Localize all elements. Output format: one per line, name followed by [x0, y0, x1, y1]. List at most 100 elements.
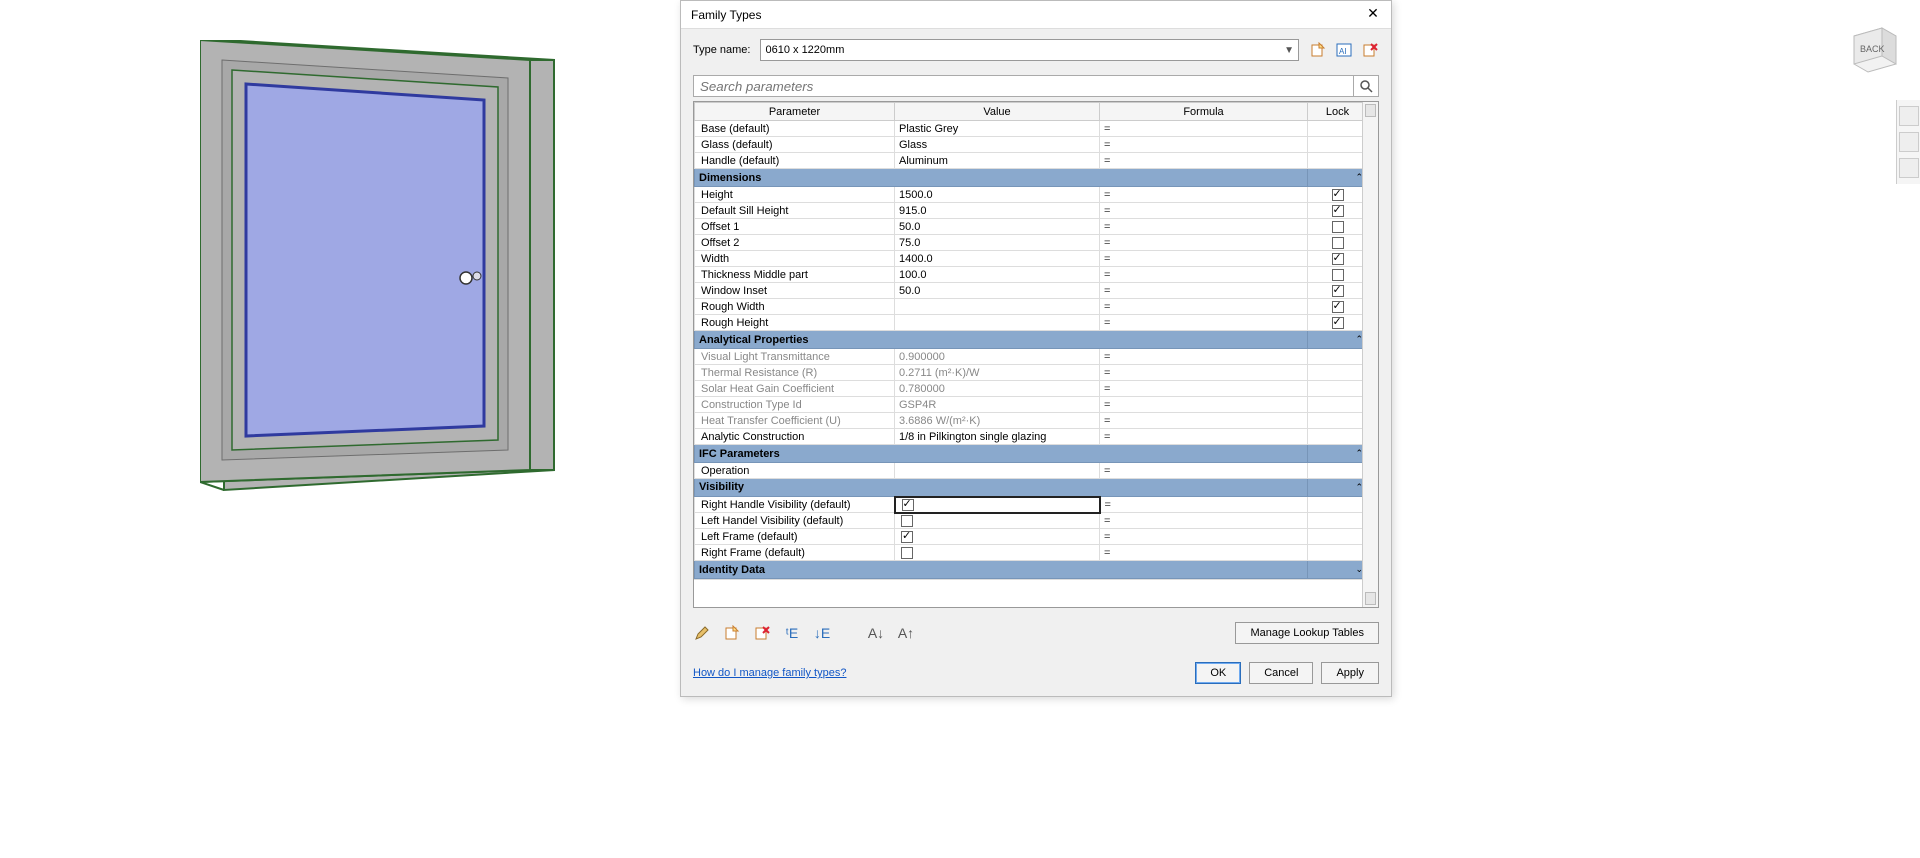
- param-formula-cell[interactable]: =: [1100, 365, 1308, 381]
- param-value-cell[interactable]: GSP4R: [895, 397, 1100, 413]
- table-row[interactable]: Visual Light Transmittance0.900000=: [695, 349, 1363, 365]
- table-row[interactable]: Heat Transfer Coefficient (U)3.6886 W/(m…: [695, 413, 1363, 429]
- delete-type-icon[interactable]: [1361, 41, 1379, 59]
- cancel-button[interactable]: Cancel: [1249, 662, 1313, 684]
- group-collapse-icon[interactable]: ⌃: [1308, 445, 1363, 463]
- table-row[interactable]: Rough Width=: [695, 299, 1363, 315]
- table-row[interactable]: Default Sill Height915.0=: [695, 203, 1363, 219]
- param-value-cell[interactable]: 50.0: [895, 283, 1100, 299]
- param-name-cell[interactable]: Visual Light Transmittance: [695, 349, 895, 365]
- group-collapse-icon[interactable]: ⌄: [1308, 561, 1363, 579]
- table-row[interactable]: Handle (default)Aluminum=: [695, 153, 1363, 169]
- param-value-cell[interactable]: [895, 463, 1100, 479]
- group-collapse-icon[interactable]: ⌃: [1308, 169, 1363, 187]
- param-value-cell[interactable]: 1/8 in Pilkington single glazing: [895, 429, 1100, 445]
- param-lock-cell[interactable]: [1308, 545, 1363, 561]
- group-header[interactable]: IFC Parameters⌃: [695, 445, 1363, 463]
- param-value-cell[interactable]: Glass: [895, 137, 1100, 153]
- lock-checkbox[interactable]: [1332, 253, 1344, 265]
- param-lock-cell[interactable]: [1308, 137, 1363, 153]
- lock-checkbox[interactable]: [1332, 317, 1344, 329]
- table-row[interactable]: Width1400.0=: [695, 251, 1363, 267]
- lock-checkbox[interactable]: [1332, 237, 1344, 249]
- lock-checkbox[interactable]: [1332, 301, 1344, 313]
- param-value-cell[interactable]: [895, 315, 1100, 331]
- new-param-icon[interactable]: [723, 624, 741, 642]
- param-formula-cell[interactable]: =: [1100, 283, 1308, 299]
- param-lock-cell[interactable]: [1308, 463, 1363, 479]
- table-row[interactable]: Solar Heat Gain Coefficient0.780000=: [695, 381, 1363, 397]
- col-lock[interactable]: Lock: [1308, 103, 1363, 121]
- param-lock-cell[interactable]: [1308, 251, 1363, 267]
- param-value-cell[interactable]: [895, 513, 1100, 529]
- param-name-cell[interactable]: Base (default): [695, 121, 895, 137]
- sort-asc-icon[interactable]: A↓: [867, 624, 885, 642]
- param-name-cell[interactable]: Default Sill Height: [695, 203, 895, 219]
- param-formula-cell[interactable]: =: [1100, 513, 1308, 529]
- group-collapse-icon[interactable]: ⌃: [1308, 479, 1363, 497]
- table-row[interactable]: Construction Type IdGSP4R=: [695, 397, 1363, 413]
- search-input[interactable]: [693, 75, 1353, 97]
- param-lock-cell[interactable]: [1308, 513, 1363, 529]
- param-name-cell[interactable]: Offset 1: [695, 219, 895, 235]
- param-lock-cell[interactable]: [1308, 153, 1363, 169]
- param-name-cell[interactable]: Analytic Construction: [695, 429, 895, 445]
- param-formula-cell[interactable]: =: [1100, 187, 1308, 203]
- param-value-cell[interactable]: 100.0: [895, 267, 1100, 283]
- checkbox[interactable]: [901, 531, 913, 543]
- viewcube[interactable]: BACK: [1846, 22, 1900, 76]
- group-header[interactable]: Visibility⌃: [695, 479, 1363, 497]
- param-name-cell[interactable]: Handle (default): [695, 153, 895, 169]
- param-formula-cell[interactable]: =: [1100, 203, 1308, 219]
- table-row[interactable]: Glass (default)Glass=: [695, 137, 1363, 153]
- move-up-icon[interactable]: ᵗE: [783, 624, 801, 642]
- param-value-cell[interactable]: 1500.0: [895, 187, 1100, 203]
- lock-checkbox[interactable]: [1332, 189, 1344, 201]
- param-lock-cell[interactable]: [1308, 349, 1363, 365]
- param-name-cell[interactable]: Rough Height: [695, 315, 895, 331]
- param-value-cell[interactable]: 3.6886 W/(m²·K): [895, 413, 1100, 429]
- param-name-cell[interactable]: Glass (default): [695, 137, 895, 153]
- table-row[interactable]: Offset 275.0=: [695, 235, 1363, 251]
- move-down-icon[interactable]: ↓E: [813, 624, 831, 642]
- checkbox[interactable]: [901, 515, 913, 527]
- param-name-cell[interactable]: Operation: [695, 463, 895, 479]
- param-formula-cell[interactable]: =: [1100, 299, 1308, 315]
- param-lock-cell[interactable]: [1308, 299, 1363, 315]
- param-formula-cell[interactable]: =: [1100, 381, 1308, 397]
- param-lock-cell[interactable]: [1308, 315, 1363, 331]
- param-formula-cell[interactable]: =: [1100, 463, 1308, 479]
- param-formula-cell[interactable]: =: [1100, 529, 1308, 545]
- col-parameter[interactable]: Parameter: [695, 103, 895, 121]
- param-value-cell[interactable]: [895, 299, 1100, 315]
- lock-checkbox[interactable]: [1332, 205, 1344, 217]
- type-name-select[interactable]: 0610 x 1220mm ▼: [760, 39, 1299, 61]
- param-formula-cell[interactable]: =: [1100, 267, 1308, 283]
- grid-scrollbar[interactable]: [1362, 102, 1378, 607]
- right-tool-3[interactable]: [1899, 158, 1919, 178]
- rename-type-icon[interactable]: AI: [1335, 41, 1353, 59]
- param-formula-cell[interactable]: =: [1100, 397, 1308, 413]
- param-lock-cell[interactable]: [1308, 397, 1363, 413]
- table-row[interactable]: Analytic Construction1/8 in Pilkington s…: [695, 429, 1363, 445]
- param-value-cell[interactable]: 0.780000: [895, 381, 1100, 397]
- table-row[interactable]: Height1500.0=: [695, 187, 1363, 203]
- param-formula-cell[interactable]: =: [1100, 153, 1308, 169]
- ok-button[interactable]: OK: [1195, 662, 1241, 684]
- param-name-cell[interactable]: Left Handel Visibility (default): [695, 513, 895, 529]
- table-row[interactable]: Right Frame (default)=: [695, 545, 1363, 561]
- table-row[interactable]: Base (default)Plastic Grey=: [695, 121, 1363, 137]
- param-value-cell[interactable]: 1400.0: [895, 251, 1100, 267]
- param-lock-cell[interactable]: [1308, 413, 1363, 429]
- param-name-cell[interactable]: Solar Heat Gain Coefficient: [695, 381, 895, 397]
- param-value-cell[interactable]: [895, 529, 1100, 545]
- close-icon[interactable]: ✕: [1361, 5, 1385, 25]
- param-lock-cell[interactable]: [1308, 121, 1363, 137]
- param-value-cell[interactable]: 0.900000: [895, 349, 1100, 365]
- table-row[interactable]: Rough Height =: [695, 315, 1363, 331]
- param-lock-cell[interactable]: [1308, 235, 1363, 251]
- param-formula-cell[interactable]: =: [1100, 137, 1308, 153]
- param-formula-cell[interactable]: =: [1100, 315, 1308, 331]
- dialog-titlebar[interactable]: Family Types ✕: [681, 1, 1391, 29]
- param-lock-cell[interactable]: [1308, 381, 1363, 397]
